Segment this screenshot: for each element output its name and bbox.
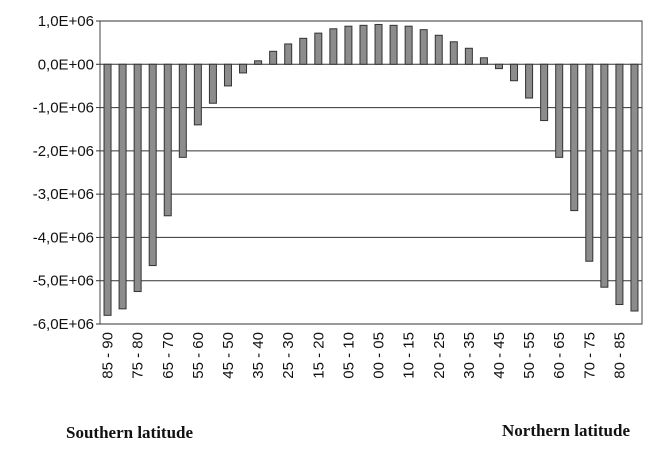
x-tick-label: 25 - 30 bbox=[280, 332, 297, 379]
x-tick-label: 10 - 15 bbox=[401, 332, 418, 379]
bar bbox=[510, 63, 519, 82]
bar bbox=[299, 37, 308, 65]
x-tick-label: 45 - 50 bbox=[220, 332, 237, 379]
x-tick-label: 05 - 10 bbox=[340, 332, 357, 379]
y-tick-label: -4,0E+06 bbox=[33, 229, 94, 246]
y-tick-label: -2,0E+06 bbox=[33, 143, 94, 160]
bar bbox=[374, 23, 383, 65]
x-tick-label: 20 - 25 bbox=[431, 332, 448, 379]
bar bbox=[254, 60, 263, 65]
bar bbox=[193, 63, 202, 126]
bar bbox=[555, 63, 564, 158]
bar bbox=[464, 47, 473, 65]
bar bbox=[118, 63, 127, 310]
x-tick-label: 30 - 35 bbox=[461, 332, 478, 379]
bar bbox=[223, 63, 232, 87]
x-tick-label: 35 - 40 bbox=[250, 332, 267, 379]
y-tick-label: -5,0E+06 bbox=[33, 273, 94, 290]
bar bbox=[148, 63, 157, 267]
x-tick-label: 65 - 70 bbox=[160, 332, 177, 379]
bar bbox=[630, 63, 639, 312]
bar bbox=[208, 63, 217, 104]
x-tick-label: 00 - 05 bbox=[371, 332, 388, 379]
bar bbox=[600, 63, 609, 288]
bar bbox=[615, 63, 624, 306]
y-tick-label: 0,0E+00 bbox=[38, 56, 94, 73]
bar bbox=[479, 57, 488, 65]
bar bbox=[314, 32, 323, 65]
bar bbox=[570, 63, 579, 212]
x-tick-label: 50 - 55 bbox=[521, 332, 538, 379]
y-tick-label: -6,0E+06 bbox=[33, 316, 94, 333]
bar bbox=[284, 43, 293, 65]
bar bbox=[494, 63, 503, 70]
bar bbox=[540, 63, 549, 122]
bar bbox=[269, 50, 278, 65]
bar bbox=[359, 24, 368, 65]
bar bbox=[163, 63, 172, 217]
x-tick-label: 15 - 20 bbox=[310, 332, 327, 379]
bar bbox=[178, 63, 187, 158]
annotation: Northern latitude bbox=[502, 421, 630, 440]
bar bbox=[329, 28, 338, 65]
annotation: Southern latitude bbox=[66, 423, 193, 442]
bar bbox=[133, 63, 142, 293]
y-tick-label: -3,0E+06 bbox=[33, 186, 94, 203]
bar bbox=[419, 29, 428, 65]
bar bbox=[585, 63, 594, 262]
bar bbox=[525, 63, 534, 99]
y-tick-label: -1,0E+06 bbox=[33, 100, 94, 117]
y-tick-label: 1,0E+06 bbox=[38, 13, 94, 30]
bar bbox=[434, 34, 443, 65]
bar bbox=[449, 41, 458, 65]
x-tick-label: 70 - 75 bbox=[581, 332, 598, 379]
x-tick-label: 75 - 80 bbox=[130, 332, 147, 379]
bar bbox=[103, 63, 112, 316]
plot-area bbox=[99, 20, 643, 325]
bar bbox=[344, 25, 353, 65]
x-tick-label: 80 - 85 bbox=[611, 332, 628, 379]
x-tick-label: 55 - 60 bbox=[190, 332, 207, 379]
x-tick-label: 85 - 90 bbox=[100, 332, 117, 379]
bar bbox=[389, 24, 398, 65]
x-tick-label: 40 - 45 bbox=[491, 332, 508, 379]
x-tick-label: 60 - 65 bbox=[551, 332, 568, 379]
bar bbox=[404, 25, 413, 65]
bar bbox=[239, 63, 248, 74]
